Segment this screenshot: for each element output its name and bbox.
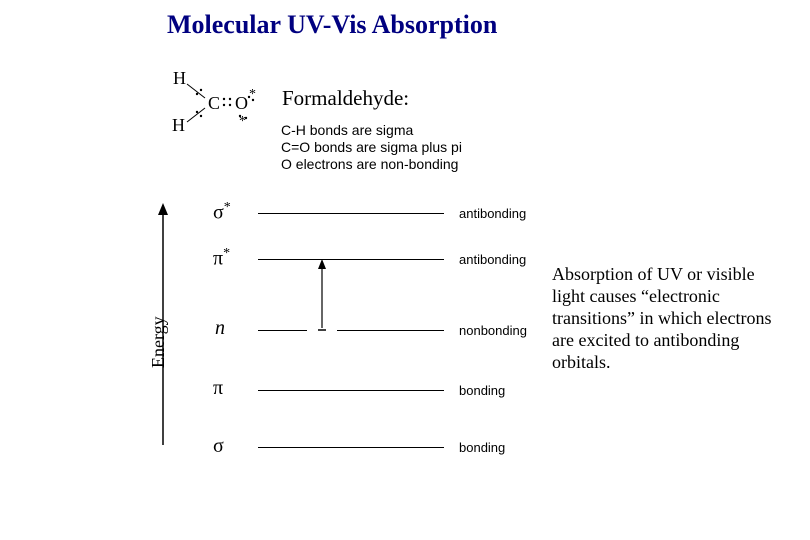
- transition-arrow: [0, 0, 400, 400]
- orbital-sigma: σ: [213, 435, 224, 458]
- level-line-sigma: [258, 447, 444, 448]
- level-desc-sigma-star: antibonding: [459, 206, 526, 221]
- level-desc-pi-star: antibonding: [459, 252, 526, 267]
- level-desc-n: nonbonding: [459, 323, 527, 338]
- description-text: Absorption of UV or visible light causes…: [552, 263, 787, 373]
- level-desc-pi: bonding: [459, 383, 505, 398]
- level-desc-sigma: bonding: [459, 440, 505, 455]
